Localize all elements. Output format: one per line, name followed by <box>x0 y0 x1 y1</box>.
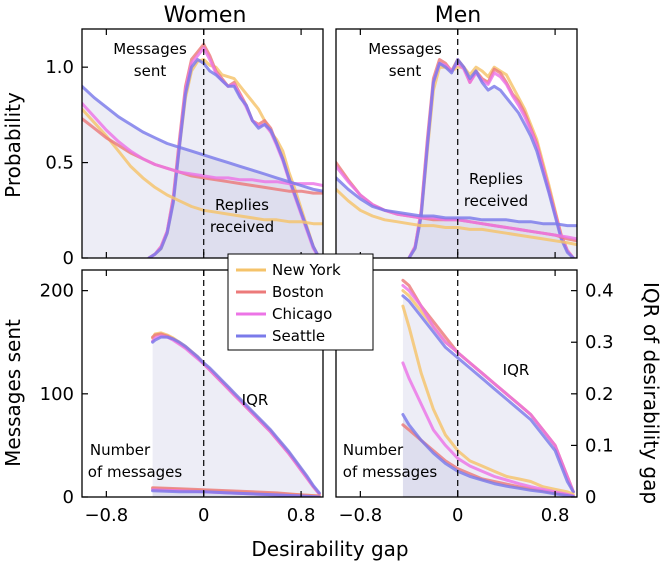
series-messages-sent-seattle <box>407 58 575 258</box>
x-tick-label: 0.8 <box>541 505 570 526</box>
annotation-messages-sent: sent <box>389 62 422 80</box>
panel-men-top: Messages sent Replies received <box>335 28 578 259</box>
legend-label-new-york: New York <box>272 261 341 279</box>
y-tick-label: 0.3 <box>585 332 614 353</box>
area-iqr <box>152 337 320 497</box>
annotation-replies-received: received <box>210 218 274 236</box>
series-number-of-messages-new-york <box>401 304 575 496</box>
series-iqr-chicago <box>401 284 575 494</box>
plot-area <box>401 278 575 497</box>
title-women: Women <box>164 3 247 28</box>
annotation-iqr: IQR <box>503 361 530 379</box>
series-iqr-seattle <box>151 335 321 495</box>
plot-area <box>82 42 323 258</box>
series-replies-received-boston <box>82 117 323 195</box>
y-axis-label-messages-sent: Messages sent <box>1 319 25 467</box>
annotation-replies-received: received <box>464 192 528 210</box>
legend-label-seattle: Seattle <box>272 327 325 345</box>
series-replies-received-new-york <box>336 187 577 247</box>
x-tick-label: 0 <box>452 505 463 526</box>
y-tick-label: 0.1 <box>585 435 614 456</box>
legend-label-chicago: Chicago <box>272 305 332 323</box>
plot-area <box>336 58 577 258</box>
series-number-of-messages-seattle <box>151 489 321 497</box>
area-messages-sent <box>409 59 574 258</box>
annotation-replies-received: Replies <box>215 196 269 214</box>
panel-women-top: 0 0.5 1.0 Messages sent Replies received <box>45 28 324 269</box>
y-tick-label: 0 <box>63 248 74 269</box>
y-tick-label: 0.5 <box>45 153 74 174</box>
area-number-of-messages <box>402 414 574 497</box>
x-tick-label: 0.8 <box>287 505 316 526</box>
annotation-number-of-messages: of messages <box>88 463 183 481</box>
area-replies-received <box>82 86 323 258</box>
annotation-messages-sent: sent <box>134 62 167 80</box>
y-tick-label: 100 <box>40 384 74 405</box>
panel-men-bottom: −0.8 0 0.8 0 0.1 0.2 0.3 0.4 IQR Number of message… <box>335 269 614 526</box>
panel-frame <box>335 269 578 498</box>
x-tick-label: 0 <box>198 505 209 526</box>
annotation-number-of-messages: Number <box>90 441 151 459</box>
y-tick-label: 0.2 <box>585 384 614 405</box>
legend: New York Boston Chicago Seattle <box>227 253 374 351</box>
y-tick-label: 200 <box>40 281 74 302</box>
series-replies-received-seattle <box>336 176 577 228</box>
annotation-messages-sent: Messages <box>368 40 442 58</box>
panels: 00.51.0MessagessentRepliesreceivedMessag… <box>40 28 614 526</box>
panel-frame <box>81 269 324 498</box>
series-replies-received-chicago <box>82 101 323 187</box>
y-tick-label: 0 <box>585 487 596 508</box>
plot-area <box>151 331 321 497</box>
annotation-messages-sent: Messages <box>113 40 187 58</box>
area-messages-sent <box>148 59 320 258</box>
series-iqr-seattle <box>401 294 575 494</box>
y-tick-label: 0.4 <box>585 281 614 302</box>
y-axis-label-iqr: IQR of desirability gap <box>639 282 660 504</box>
annotation-iqr: IQR <box>242 391 269 409</box>
x-tick-label: −0.8 <box>84 505 128 526</box>
y-tick-label: 1.0 <box>45 57 74 78</box>
legend-label-boston: Boston <box>272 283 324 301</box>
annotation-number-of-messages: Number <box>343 441 404 459</box>
annotation-replies-received: Replies <box>469 170 523 188</box>
series-number-of-messages-seattle <box>401 413 575 497</box>
x-axis-label: Desirability gap <box>251 537 408 561</box>
series-number-of-messages-chicago <box>401 361 575 497</box>
y-axis-label-probability: Probability <box>1 92 25 198</box>
panel-women-bottom: −0.8 0 0.8 0 100 200 IQR Number of messages <box>40 269 324 526</box>
x-tick-label: −0.8 <box>338 505 382 526</box>
y-tick-label: 0 <box>63 487 74 508</box>
panel-frame <box>335 28 578 259</box>
title-men: Men <box>435 3 481 28</box>
annotation-number-of-messages: of messages <box>343 463 438 481</box>
panel-frame <box>81 28 324 259</box>
